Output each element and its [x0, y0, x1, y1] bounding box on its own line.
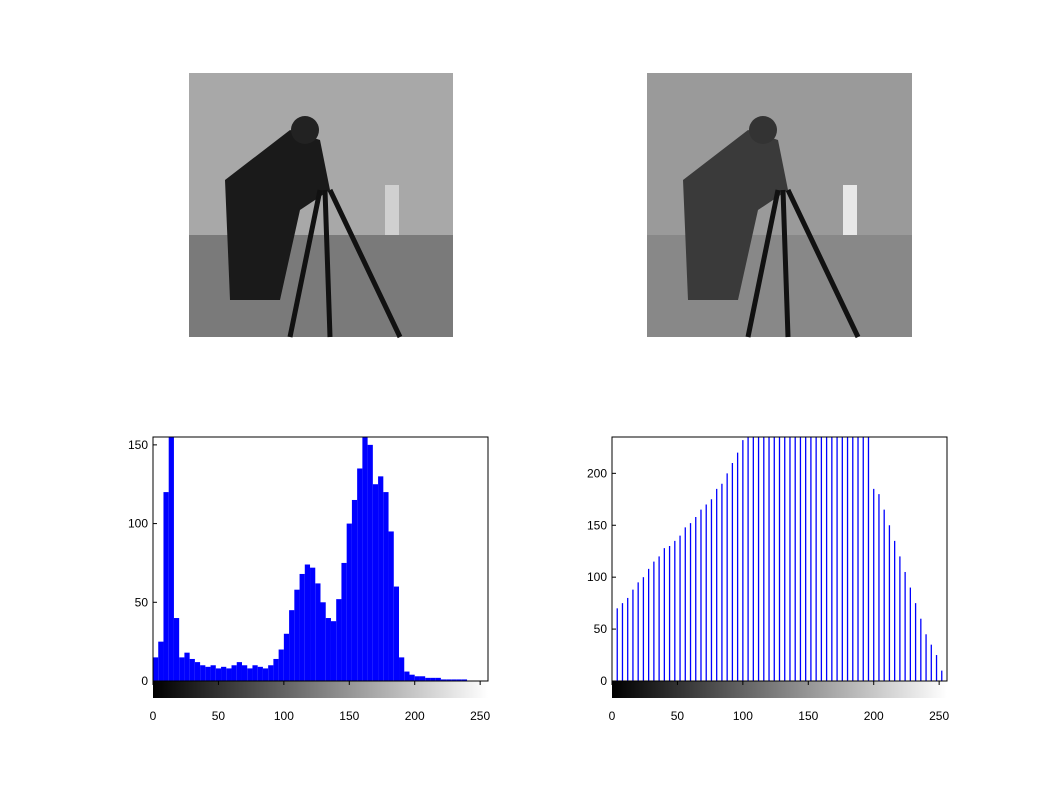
y-tick-label: 100 — [587, 570, 607, 584]
x-tick-label: 200 — [405, 709, 425, 723]
x-tick-label: 50 — [212, 709, 226, 723]
bar — [216, 668, 221, 681]
x-tick-label: 150 — [798, 709, 818, 723]
bar — [404, 672, 409, 681]
bar — [300, 574, 305, 681]
bar — [284, 634, 289, 681]
y-tick-label: 50 — [135, 595, 149, 609]
bar — [179, 657, 184, 681]
bar — [394, 587, 399, 681]
x-tick-label: 0 — [609, 709, 616, 723]
bar — [347, 524, 352, 681]
bar — [184, 653, 189, 681]
bar — [341, 563, 346, 681]
bar — [153, 657, 158, 681]
x-tick-label: 150 — [339, 709, 359, 723]
bar — [174, 618, 179, 681]
y-tick-label: 150 — [128, 438, 148, 452]
x-tick-label: 0 — [150, 709, 157, 723]
bar — [226, 668, 231, 681]
bar — [221, 667, 226, 681]
bar — [310, 568, 315, 681]
bar — [294, 590, 299, 681]
bar — [305, 565, 310, 681]
x-tick-label: 200 — [864, 709, 884, 723]
bar — [368, 445, 373, 681]
equalized-image — [647, 73, 912, 337]
y-tick-label: 0 — [600, 674, 607, 688]
bar — [331, 621, 336, 681]
bar — [195, 662, 200, 681]
bar — [289, 610, 294, 681]
bar — [237, 662, 242, 681]
bar — [258, 667, 263, 681]
bar — [415, 676, 420, 681]
bar — [321, 602, 326, 681]
bar — [336, 599, 341, 681]
x-tick-label: 250 — [470, 709, 490, 723]
bar — [158, 642, 163, 681]
bar — [383, 492, 388, 681]
bar — [362, 437, 367, 681]
colorbar — [153, 681, 488, 698]
bar — [326, 618, 331, 681]
x-tick-label: 250 — [929, 709, 949, 723]
bar — [205, 667, 210, 681]
bar — [211, 665, 216, 681]
y-tick-label: 150 — [587, 518, 607, 532]
x-tick-label: 100 — [274, 709, 294, 723]
y-tick-label: 100 — [128, 517, 148, 531]
bar — [357, 468, 362, 681]
bar — [399, 657, 404, 681]
figure: 0 50 100 150 0 50 100 150 200 250 0 50 100 150 200 0 50 1… — [0, 0, 1045, 791]
bar — [273, 659, 278, 681]
bar — [263, 668, 268, 681]
bar — [247, 668, 252, 681]
bar — [252, 665, 257, 681]
bar — [242, 665, 247, 681]
bar — [378, 476, 383, 681]
bar — [420, 676, 425, 681]
bar — [169, 437, 174, 681]
bar — [279, 650, 284, 681]
bar — [163, 492, 168, 681]
bar — [268, 665, 273, 681]
bar — [409, 675, 414, 681]
page: 0 50 100 150 0 50 100 150 200 250 0 50 100 150 200 0 50 1… — [0, 0, 1045, 791]
y-tick-label: 200 — [587, 466, 607, 480]
bar — [389, 531, 394, 681]
bar — [232, 665, 237, 681]
bar — [190, 659, 195, 681]
y-tick-label: 0 — [141, 674, 148, 688]
colorbar — [612, 681, 947, 698]
original-image — [189, 73, 453, 337]
bar — [352, 500, 357, 681]
bar — [200, 665, 205, 681]
x-tick-label: 100 — [733, 709, 753, 723]
y-tick-label: 50 — [594, 622, 608, 636]
bar — [373, 484, 378, 681]
bar — [315, 583, 320, 681]
x-tick-label: 50 — [671, 709, 685, 723]
